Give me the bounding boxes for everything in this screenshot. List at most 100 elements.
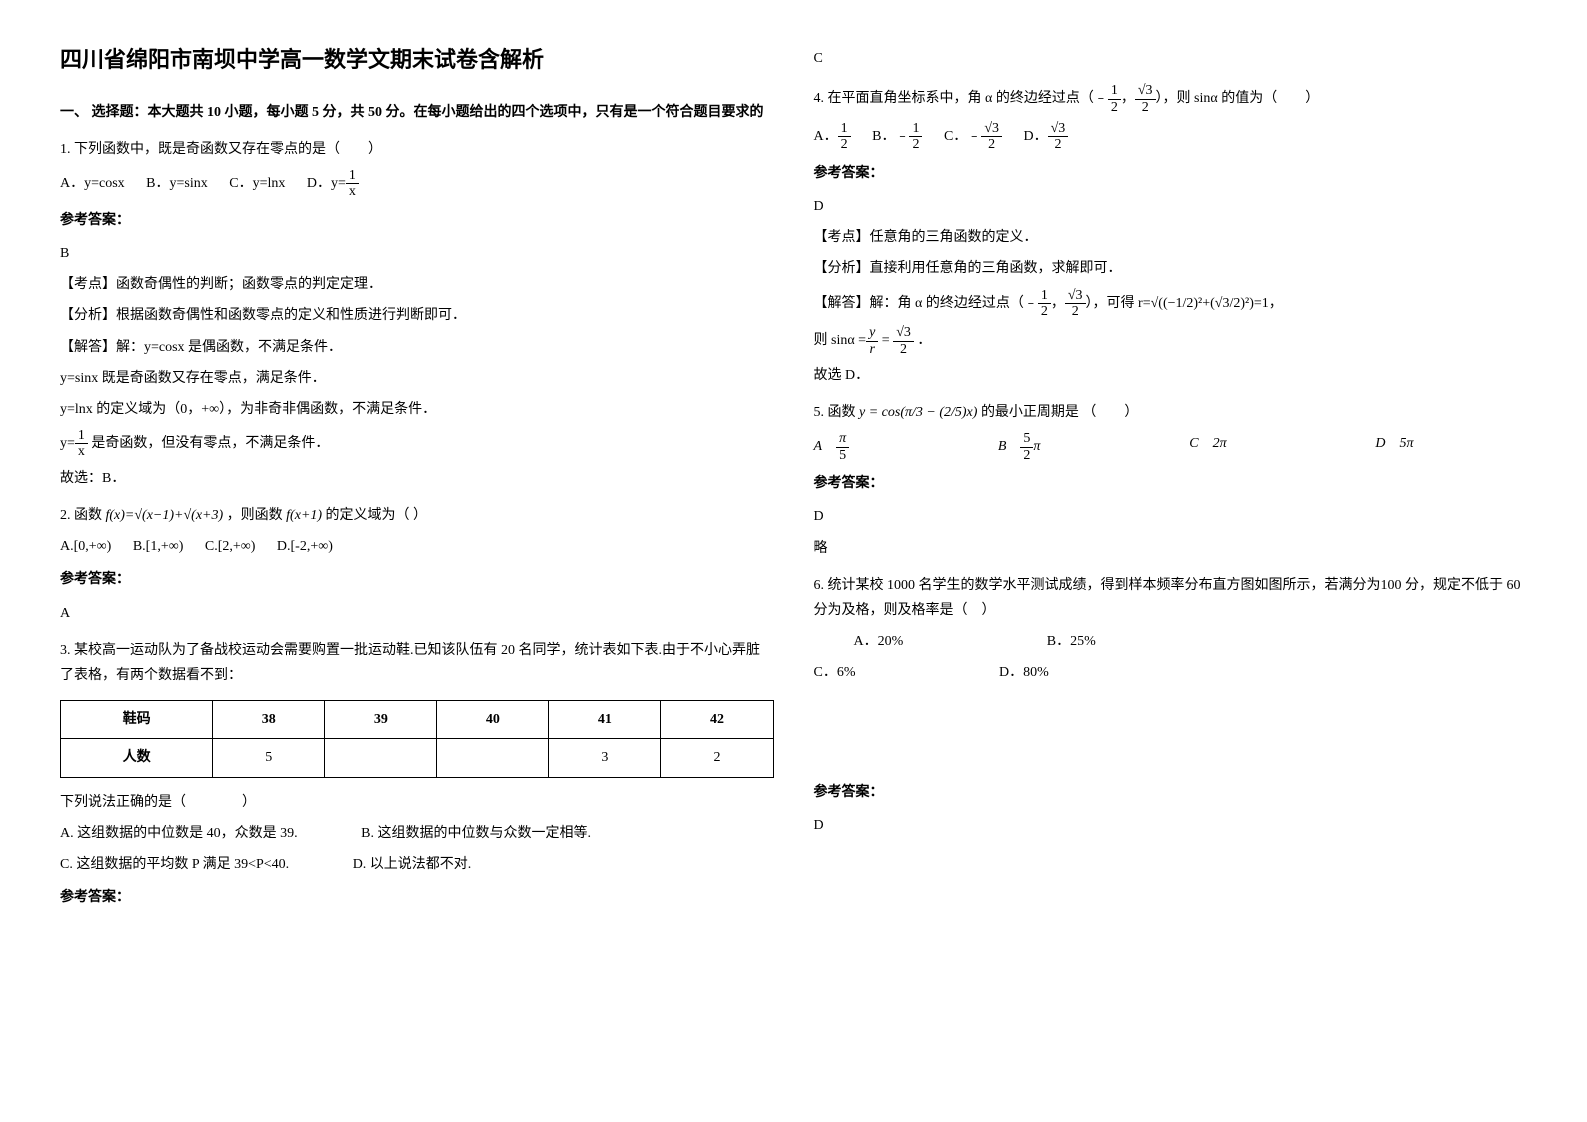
q4-a5: 故选 D． — [814, 363, 1528, 388]
q4-a3-p1n: 1 — [1038, 288, 1051, 304]
problem-1: 1. 下列函数中，既是奇函数又存在零点的是（ ） A．y=cosx B．y=si… — [60, 137, 774, 491]
q4-a4-den: 2 — [893, 342, 914, 357]
q6-answer-label: 参考答案： — [814, 780, 1528, 805]
q3-table-header-row: 鞋码 38 39 40 41 42 — [61, 701, 774, 739]
q3-text2: 下列说法正确的是（ ） — [60, 790, 774, 815]
q3-td-4: 2 — [661, 739, 773, 777]
q1-a6-suffix: 是奇函数，但没有零点，不满足条件． — [88, 436, 330, 451]
q4-p2-den: 2 — [1135, 100, 1156, 115]
q3-choice-c: C. 这组数据的平均数 P 满足 39<P<40. — [60, 857, 289, 872]
problem-2: 2. 函数 f(x)=√(x−1)+√(x+3) ，则函数 f(x+1) 的定义… — [60, 503, 774, 626]
q4-a1: 【考点】任意角的三角函数的定义． — [814, 225, 1528, 250]
q1-a3: 【解答】解：y=cosx 是偶函数，不满足条件． — [60, 335, 774, 360]
q2-choice-d: D.[-2,+∞) — [277, 539, 333, 554]
q5-prefix: 5. 函数 — [814, 405, 856, 420]
q4-a4-r: r — [866, 342, 878, 357]
q5-func: y = cos(π/3 − (2/5)x) — [859, 405, 977, 420]
q1-choice-c: C．y=lnx — [229, 176, 285, 191]
q6-answer: D — [814, 813, 1528, 838]
q4-p1-den: 2 — [1108, 100, 1121, 115]
q1-choice-d: D．y=1x — [307, 176, 359, 191]
q1-choice-d-frac: 1x — [346, 168, 359, 200]
q5-cb-num: 5 — [1020, 431, 1033, 447]
q2-mid: ，则函数 — [227, 508, 283, 523]
q5-cb-pi: π — [1033, 440, 1040, 455]
q4-ca-den: 2 — [838, 137, 851, 152]
q4-a4-eq: = — [878, 333, 893, 348]
q1-a4: y=sinx 既是奇函数又存在零点，满足条件． — [60, 366, 774, 391]
q4-a3-mid2: ），可得 r= — [1086, 296, 1151, 311]
q6-choice-a: A．20% — [854, 634, 904, 649]
q5-cd-val: 5π — [1399, 436, 1413, 451]
problem-6: 6. 统计某校 1000 名学生的数学水平测试成绩，得到样本频率分布直方图如图所… — [814, 573, 1528, 838]
page-title: 四川省绵阳市南坝中学高一数学文期末试卷含解析 — [60, 40, 774, 80]
q5-choice-c: C 2π — [1189, 431, 1226, 463]
q4-cc-num: √3 — [981, 121, 1002, 137]
q1-choice-d-prefix: D．y= — [307, 176, 346, 191]
q1-a1: 【考点】函数奇偶性的判断；函数零点的判定定理． — [60, 272, 774, 297]
q2-choices: A.[0,+∞) B.[1,+∞) C.[2,+∞) D.[-2,+∞) — [60, 534, 774, 559]
q5-choice-a: A π5 — [814, 431, 850, 463]
q4-answer: D — [814, 194, 1528, 219]
q3-answer: C — [814, 46, 1528, 71]
q5-a1: 略 — [814, 536, 1528, 561]
problem-5: 5. 函数 y = cos(π/3 − (2/5)x) 的最小正周期是 （ ） … — [814, 400, 1528, 561]
q6-choices-row2: C．6% D．80% — [814, 660, 1528, 685]
q5-choices: A π5 B 52π C 2π D 5π — [814, 431, 1414, 463]
q4-a3-sqrt: √((−1/2)²+(√3/2)²)=1 — [1151, 296, 1269, 311]
q2-choice-c: C.[2,+∞) — [205, 539, 256, 554]
q1-choice-a: A．y=cosx — [60, 176, 125, 191]
q5-cb-den: 2 — [1020, 448, 1033, 463]
q1-d-num: 1 — [346, 168, 359, 184]
q1-d-den: x — [346, 184, 359, 199]
q4-a4-y: y — [866, 325, 878, 341]
q1-a6-frac: 1x — [75, 428, 88, 460]
q4-text: 4. 在平面直角坐标系中，角 α 的终边经过点（﹣12，√32），则 sinα … — [814, 83, 1528, 115]
q4-choice-a: A．12 — [814, 129, 851, 144]
q4-a4-num: √3 — [893, 325, 914, 341]
q4-a3-prefix: 【解答】解：角 α 的终边经过点（﹣ — [814, 296, 1038, 311]
q4-mid1: ， — [1121, 91, 1135, 106]
q5-cc-label: C — [1189, 436, 1198, 451]
q4-a4: 则 sinα =yr = √32 ． — [814, 325, 1528, 357]
q4-cb-num: 1 — [909, 121, 922, 137]
q5-choice-b: B 52π — [998, 431, 1041, 463]
q1-a7: 故选：B． — [60, 466, 774, 491]
q3-th-4: 41 — [549, 701, 661, 739]
q3-table: 鞋码 38 39 40 41 42 人数 5 3 2 — [60, 700, 774, 777]
q4-p1: 12 — [1108, 83, 1121, 115]
q3-choices-row1: A. 这组数据的中位数是 40，众数是 39. B. 这组数据的中位数与众数一定… — [60, 821, 774, 846]
q1-choices: A．y=cosx B．y=sinx C．y=lnx D．y=1x — [60, 168, 774, 200]
q1-a6-den: x — [75, 444, 88, 459]
q2-fx: f(x)=√(x−1)+√(x+3) — [106, 508, 224, 523]
q4-a3-p2n: √3 — [1065, 288, 1086, 304]
q6-choice-d: D．80% — [999, 665, 1049, 680]
q3-row-label: 人数 — [61, 739, 213, 777]
q3-th-0: 鞋码 — [61, 701, 213, 739]
q3-th-5: 42 — [661, 701, 773, 739]
q5-answer-label: 参考答案： — [814, 471, 1528, 496]
q4-a4-prefix: 则 sinα = — [814, 333, 867, 348]
q5-ca-num: π — [836, 431, 849, 447]
q3-choice-b: B. 这组数据的中位数与众数一定相等. — [361, 826, 591, 841]
q5-choice-d: D 5π — [1375, 431, 1413, 463]
q2-answer: A — [60, 601, 774, 626]
q1-a2: 【分析】根据函数奇偶性和函数零点的定义和性质进行判断即可． — [60, 303, 774, 328]
q4-cd-num: √3 — [1048, 121, 1069, 137]
q6-choice-b: B．25% — [1047, 634, 1096, 649]
q4-choices: A．12 B．﹣12 C．﹣√32 D．√32 — [814, 121, 1528, 153]
q3-th-2: 39 — [325, 701, 437, 739]
q4-suffix: ），则 sinα 的值为（ ） — [1156, 91, 1320, 106]
q4-p2-num: √3 — [1135, 83, 1156, 99]
q3-choice-d: D. 以上说法都不对. — [353, 857, 472, 872]
q4-cb-den: 2 — [909, 137, 922, 152]
q4-p2: √32 — [1135, 83, 1156, 115]
q4-answer-label: 参考答案： — [814, 161, 1528, 186]
q4-prefix: 4. 在平面直角坐标系中，角 α 的终边经过点（﹣ — [814, 91, 1108, 106]
q5-ca-label: A — [814, 440, 823, 455]
q4-choice-d: D．√32 — [1024, 129, 1069, 144]
q5-answer: D — [814, 504, 1528, 529]
q2-answer-label: 参考答案： — [60, 567, 774, 592]
problem-4: 4. 在平面直角坐标系中，角 α 的终边经过点（﹣12，√32），则 sinα … — [814, 83, 1528, 388]
section-intro: 一、 选择题：本大题共 10 小题，每小题 5 分，共 50 分。在每小题给出的… — [60, 100, 774, 125]
